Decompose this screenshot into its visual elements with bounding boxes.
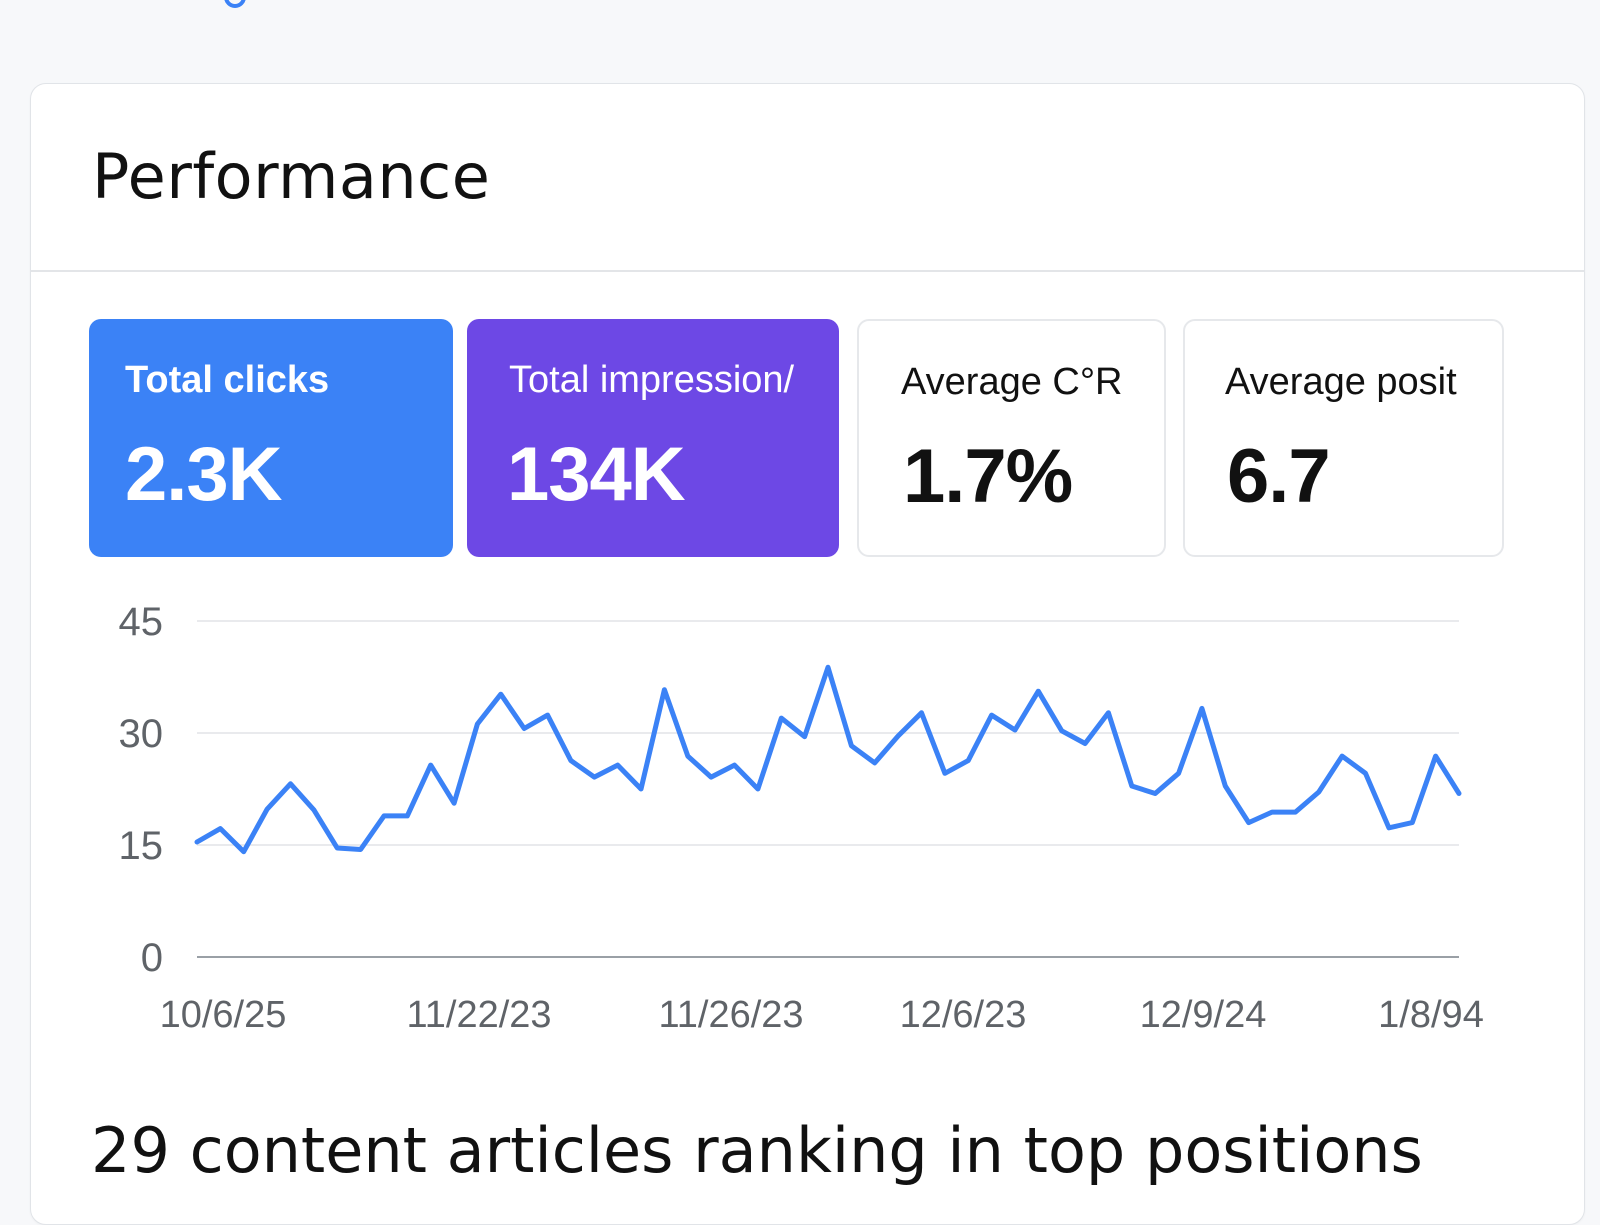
y-tick-label: 0 bbox=[141, 936, 163, 980]
series-line bbox=[197, 667, 1459, 851]
performance-chart: 45 30 15 0 10/6/25 11/22/23 11/26/23 12/6/23 12/… bbox=[31, 84, 1584, 1224]
metric-label: Total impression/ bbox=[509, 359, 794, 402]
x-tick-label: 12/6/23 bbox=[900, 994, 1027, 1036]
metric-average-ctr[interactable]: Average C°R 1.7% bbox=[857, 319, 1166, 557]
metric-label: Average posit bbox=[1225, 361, 1457, 404]
metric-value: 6.7 bbox=[1227, 433, 1330, 520]
metric-total-clicks[interactable]: Total clicks 2.3K bbox=[89, 319, 453, 557]
performance-card: Performance Total clicks 2.3K Total impr… bbox=[30, 83, 1585, 1225]
status-indicator-icon bbox=[224, 0, 246, 8]
card-title: Performance bbox=[92, 140, 490, 213]
y-tick-label: 15 bbox=[119, 824, 164, 868]
metric-value: 134K bbox=[507, 431, 685, 518]
x-tick-label: 11/22/23 bbox=[406, 994, 551, 1036]
metric-label: Average C°R bbox=[901, 361, 1123, 404]
x-tick-label: 10/6/25 bbox=[160, 994, 287, 1036]
metric-value: 2.3K bbox=[125, 431, 282, 518]
card-divider bbox=[31, 270, 1584, 272]
ranking-summary-heading: 29 content articles ranking in top posit… bbox=[91, 1114, 1423, 1187]
x-tick-label: 11/26/23 bbox=[658, 994, 803, 1036]
x-tick-label: 1/8/94 bbox=[1378, 994, 1484, 1036]
metric-label: Total clicks bbox=[125, 359, 329, 402]
y-tick-label: 30 bbox=[119, 712, 164, 756]
y-tick-label: 45 bbox=[119, 600, 164, 644]
x-tick-label: 12/9/24 bbox=[1140, 994, 1267, 1036]
metric-total-impressions[interactable]: Total impression/ 134K bbox=[467, 319, 839, 557]
metric-value: 1.7% bbox=[903, 433, 1072, 520]
metric-average-position[interactable]: Average posit 6.7 bbox=[1183, 319, 1504, 557]
